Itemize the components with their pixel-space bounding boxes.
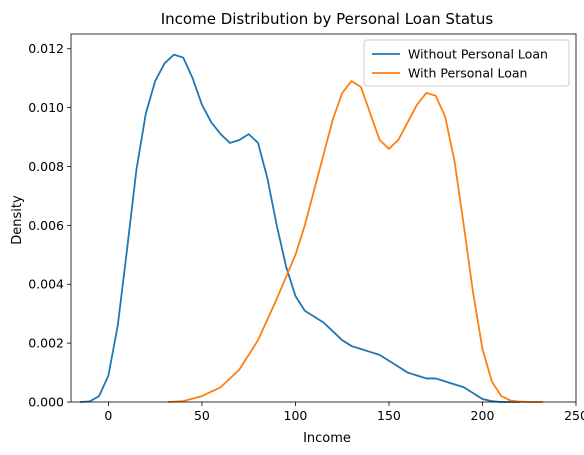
x-tick-label: 200 — [471, 408, 495, 423]
plot-frame — [70, 33, 577, 403]
y-tick-label: 0.004 — [28, 277, 64, 292]
x-tick-label: 0 — [104, 408, 112, 423]
y-tick-label: 0.012 — [28, 41, 64, 56]
legend-label-1: With Personal Loan — [408, 66, 527, 81]
legend: Without Personal Loan With Personal Loan — [363, 39, 570, 87]
y-tick-label: 0.006 — [28, 218, 64, 233]
y-axis-label: Density — [10, 195, 25, 245]
axes-layer: 0 50 100 150 200 250 0.000 0.002 0.004 0.006 0.008… — [28, 33, 584, 423]
y-tick-label: 0.008 — [28, 159, 64, 174]
y-tick-label: 0.000 — [28, 395, 64, 410]
x-tick-label: 50 — [194, 408, 210, 423]
plot-layer — [79, 53, 544, 403]
series-line-1 — [167, 80, 544, 403]
x-tick-label: 250 — [564, 408, 584, 423]
series-line-0 — [79, 53, 521, 403]
legend-label-0: Without Personal Loan — [408, 47, 548, 62]
x-tick-label: 100 — [284, 408, 308, 423]
y-tick-label: 0.002 — [28, 336, 64, 351]
y-tick-label: 0.010 — [28, 100, 64, 115]
x-tick-label: 150 — [377, 408, 401, 423]
legend-box — [363, 39, 570, 87]
x-axis-label: Income — [303, 431, 351, 446]
chart-title: Income Distribution by Personal Loan Sta… — [161, 10, 494, 28]
